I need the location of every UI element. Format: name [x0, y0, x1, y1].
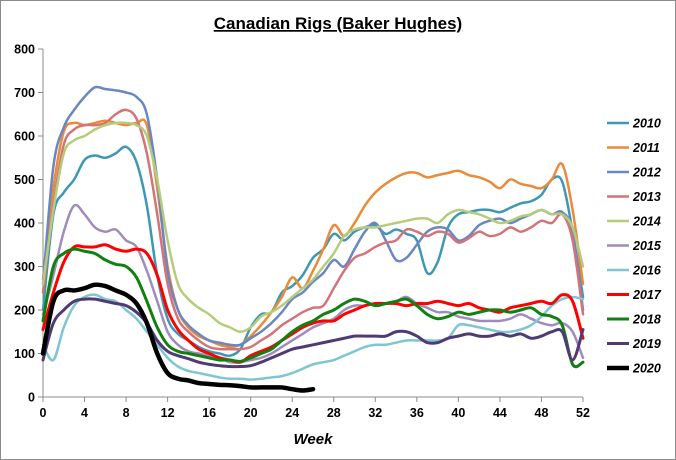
chart-title: Canadian Rigs (Baker Hughes) — [214, 14, 462, 33]
y-tick-label: 400 — [14, 217, 35, 231]
legend-label-2020: 2020 — [632, 362, 661, 376]
legend-label-2011: 2011 — [632, 141, 660, 155]
x-tick-label: 48 — [535, 406, 549, 420]
series-line-2015 — [41, 203, 585, 364]
x-tick-label: 8 — [123, 406, 130, 420]
x-tick-label: 32 — [368, 406, 382, 420]
x-tick-label: 12 — [161, 406, 175, 420]
legend-label-2010: 2010 — [632, 117, 661, 131]
legend-label-2013: 2013 — [632, 190, 661, 204]
x-tick-label: 0 — [40, 406, 47, 420]
series-line-2010 — [41, 145, 585, 358]
x-tick-label: 52 — [576, 406, 590, 420]
y-tick-label: 500 — [14, 173, 35, 187]
series-line-2019 — [41, 297, 585, 369]
series-line-2014 — [41, 121, 585, 333]
y-tick-label: 100 — [14, 347, 35, 361]
legend-label-2019: 2019 — [632, 337, 661, 351]
series-line-2018 — [41, 247, 585, 369]
legend-label-2012: 2012 — [632, 166, 661, 180]
y-tick-label: 600 — [14, 130, 35, 144]
x-axis-label: Week — [294, 431, 334, 448]
x-tick-label: 40 — [451, 406, 465, 420]
series-line-2013 — [41, 108, 585, 351]
x-tick-label: 28 — [327, 406, 341, 420]
series-line-2016 — [41, 293, 585, 381]
y-tick-label: 700 — [14, 86, 35, 100]
legend-label-2017: 2017 — [632, 288, 662, 302]
legend-label-2014: 2014 — [632, 215, 661, 229]
y-tick-label: 0 — [28, 391, 35, 405]
x-tick-label: 20 — [244, 406, 258, 420]
y-tick-label: 300 — [14, 260, 35, 274]
x-tick-label: 44 — [493, 406, 507, 420]
legend: 2010 2011 2012 2013 2014 2015 2016 2017 2018 2019… — [607, 117, 662, 376]
x-tick-label: 16 — [202, 406, 216, 420]
x-tick-label: 24 — [285, 406, 299, 420]
series-line-2020 — [40, 282, 316, 393]
y-tick-label: 200 — [14, 304, 35, 318]
x-tick-label: 36 — [410, 406, 424, 420]
y-tick-label: 800 — [14, 43, 35, 57]
legend-label-2015: 2015 — [632, 239, 662, 253]
x-tick-label: 4 — [81, 406, 88, 420]
series-group — [40, 85, 585, 393]
legend-label-2016: 2016 — [632, 264, 662, 278]
legend-label-2018: 2018 — [632, 313, 661, 327]
